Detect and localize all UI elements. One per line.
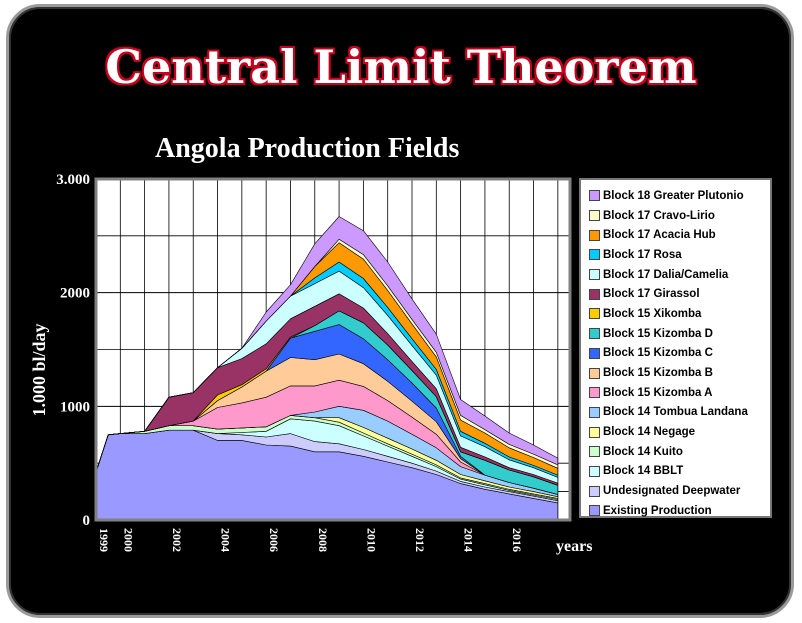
legend-item-6: Block 15 Kizomba A <box>581 383 770 403</box>
legend-label-13: Block 17 Rosa <box>603 248 682 261</box>
legend-label-0: Existing Production <box>603 504 712 517</box>
legend-item-13: Block 17 Rosa <box>581 245 770 265</box>
axis-layer <box>94 177 572 522</box>
legend-item-9: Block 15 Kizomba D <box>581 324 770 344</box>
legend-label-12: Block 17 Dalia/Camelia <box>603 268 729 281</box>
y-tick-label-3: 3.000 <box>56 172 90 188</box>
slide-title: Central Limit Theorem <box>105 40 697 94</box>
legend-swatch-2 <box>589 465 600 477</box>
legend-swatch-6 <box>589 387 600 399</box>
legend-label-14: Block 17 Acacia Hub <box>603 229 716 242</box>
x-tick-label-9: 2016 <box>510 528 524 552</box>
legend-swatch-7 <box>589 367 600 379</box>
x-tick-label-8: 2014 <box>462 528 476 552</box>
y-tick-label-2: 2000 <box>60 286 90 302</box>
legend-item-2: Block 14 BBLT <box>581 462 770 482</box>
x-tick-label-3: 2004 <box>219 528 233 552</box>
legend-item-4: Block 14 Negage <box>581 422 770 442</box>
legend-swatch-4 <box>589 426 600 438</box>
legend-label-8: Block 15 Kizomba C <box>603 347 713 360</box>
x-tick-label-7: 2012 <box>413 528 427 552</box>
legend-swatch-12 <box>589 269 600 281</box>
x-tick-label-5: 2008 <box>316 528 330 552</box>
legend-swatch-8 <box>589 347 600 359</box>
area-layer <box>95 216 559 521</box>
legend-swatch-14 <box>589 229 600 241</box>
y-tick-label-1: 1000 <box>60 399 90 415</box>
legend-label-4: Block 14 Negage <box>603 426 696 439</box>
legend-label-1: Undesignated Deepwater <box>603 485 741 498</box>
x-tick-label-4: 2006 <box>267 528 281 552</box>
legend-label-10: Block 15 Xikomba <box>603 307 702 320</box>
x-tick-label-6: 2010 <box>364 528 378 552</box>
legend-label-11: Block 17 Girassol <box>603 288 700 301</box>
x-axis-label: years <box>556 538 593 555</box>
chart-legend: Block 18 Greater Plutonio Block 17 Cravo-… <box>579 178 772 518</box>
legend-swatch-5 <box>589 406 600 418</box>
legend-label-6: Block 15 Kizomba A <box>603 386 713 399</box>
legend-item-12: Block 17 Dalia/Camelia <box>581 265 770 285</box>
legend-label-2: Block 14 BBLT <box>603 465 684 478</box>
legend-item-5: Block 14 Tombua Landana <box>581 403 770 423</box>
x-tick-label-1: 2000 <box>121 528 135 552</box>
y-axis-label: 1.000 bl/day <box>29 323 49 417</box>
legend-swatch-0 <box>589 505 600 517</box>
legend-swatch-13 <box>589 249 600 261</box>
legend-label-9: Block 15 Kizomba D <box>603 327 713 340</box>
legend-swatch-9 <box>589 328 600 340</box>
legend-item-7: Block 15 Kizomba B <box>581 363 770 383</box>
tick-layer: 0 1000 2000 3.000 1999 2000 2002 2004 2006 2008 20… <box>56 172 524 552</box>
legend-swatch-3 <box>589 446 600 458</box>
legend-label-7: Block 15 Kizomba B <box>603 367 713 380</box>
legend-item-3: Block 14 Kuito <box>581 442 770 462</box>
legend-item-16: Block 18 Greater Plutonio <box>581 186 770 206</box>
chart-title: Angola Production Fields <box>155 133 460 164</box>
legend-swatch-10 <box>589 308 600 320</box>
legend-label-5: Block 14 Tombua Landana <box>603 406 748 419</box>
legend-item-15: Block 17 Cravo-Lirio <box>581 206 770 226</box>
legend-label-15: Block 17 Cravo-Lirio <box>603 209 715 222</box>
x-tick-label-2: 2002 <box>170 528 184 552</box>
y-tick-label-0: 0 <box>83 513 91 529</box>
legend-swatch-16 <box>589 190 600 202</box>
legend-swatch-11 <box>589 288 600 300</box>
legend-label-16: Block 18 Greater Plutonio <box>603 189 744 202</box>
legend-label-3: Block 14 Kuito <box>603 445 683 458</box>
legend-swatch-1 <box>589 485 600 497</box>
legend-item-11: Block 17 Girassol <box>581 284 770 304</box>
area-series-16 <box>95 216 559 473</box>
plot-border <box>94 177 572 522</box>
legend-item-10: Block 15 Xikomba <box>581 304 770 324</box>
legend-item-1: Undesignated Deepwater <box>581 481 770 501</box>
legend-item-14: Block 17 Acacia Hub <box>581 225 770 245</box>
x-tick-label-0: 1999 <box>97 528 111 552</box>
legend-item-0: Existing Production <box>581 501 770 521</box>
legend-swatch-15 <box>589 210 600 222</box>
legend-item-8: Block 15 Kizomba C <box>581 344 770 364</box>
